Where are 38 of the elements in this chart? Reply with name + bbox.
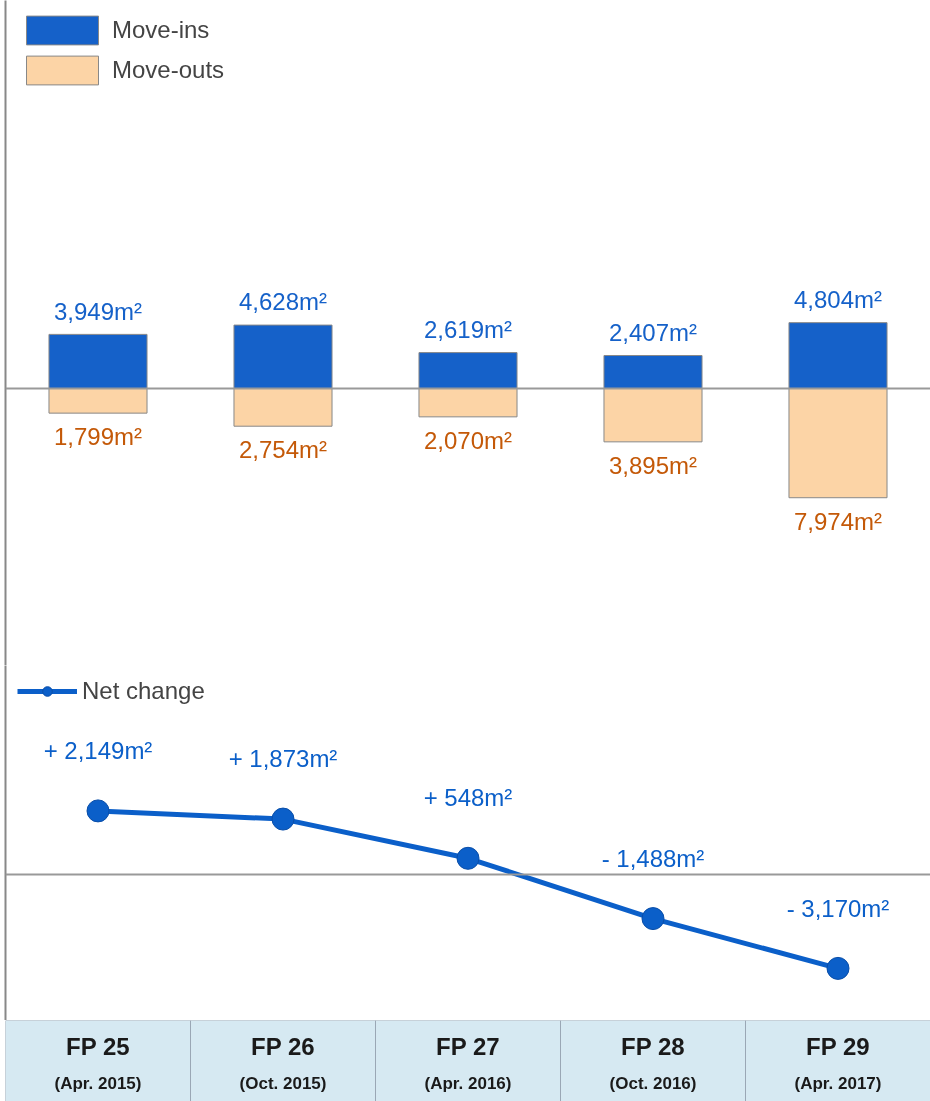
data-label: + 1,873m² xyxy=(228,745,338,773)
bar xyxy=(788,387,888,499)
data-label: + 548m² xyxy=(423,784,513,812)
bar xyxy=(418,352,518,389)
annotation: 3,895m² xyxy=(608,451,698,479)
x-tick-label: FP 29 (Apr. 2017) xyxy=(794,1032,882,1094)
point xyxy=(456,846,480,870)
point xyxy=(86,799,110,823)
point xyxy=(641,907,665,931)
bar xyxy=(48,387,148,414)
data-label: 4,628m² xyxy=(238,288,328,316)
annotation: 1,799m² xyxy=(53,422,143,450)
data-label: + 2,149m² xyxy=(43,737,153,765)
annotation: 2,070m² xyxy=(423,426,513,454)
point xyxy=(826,956,850,980)
legend-label: Move-ins xyxy=(112,16,210,44)
x-tick-label: FP 27 (Apr. 2016) xyxy=(424,1032,512,1094)
data-label: 2,619m² xyxy=(423,315,513,343)
annotation: 2,754m² xyxy=(238,435,328,463)
bar xyxy=(48,333,148,389)
bar xyxy=(603,355,703,389)
data-label: 4,804m² xyxy=(793,285,883,313)
bar xyxy=(603,387,703,443)
x-tick-label: FP 26 (Oct. 2015) xyxy=(239,1032,327,1094)
data-label: - 1,488m² xyxy=(601,844,705,872)
bar xyxy=(418,387,518,418)
data-label: 3,949m² xyxy=(53,297,143,325)
bar xyxy=(788,322,888,389)
annotation: 7,974m² xyxy=(793,507,883,535)
bar xyxy=(233,324,333,389)
legend-label: Move-outs xyxy=(112,56,225,84)
data-label: 2,407m² xyxy=(608,318,698,346)
x-tick-label: FP 25 (Apr. 2015) xyxy=(54,1032,142,1094)
x-tick-label: FP 28 (Oct. 2016) xyxy=(609,1032,697,1094)
legend-label: Net change xyxy=(82,677,205,705)
data-label: - 3,170m² xyxy=(786,894,890,922)
point xyxy=(271,807,295,831)
bar xyxy=(233,387,333,427)
